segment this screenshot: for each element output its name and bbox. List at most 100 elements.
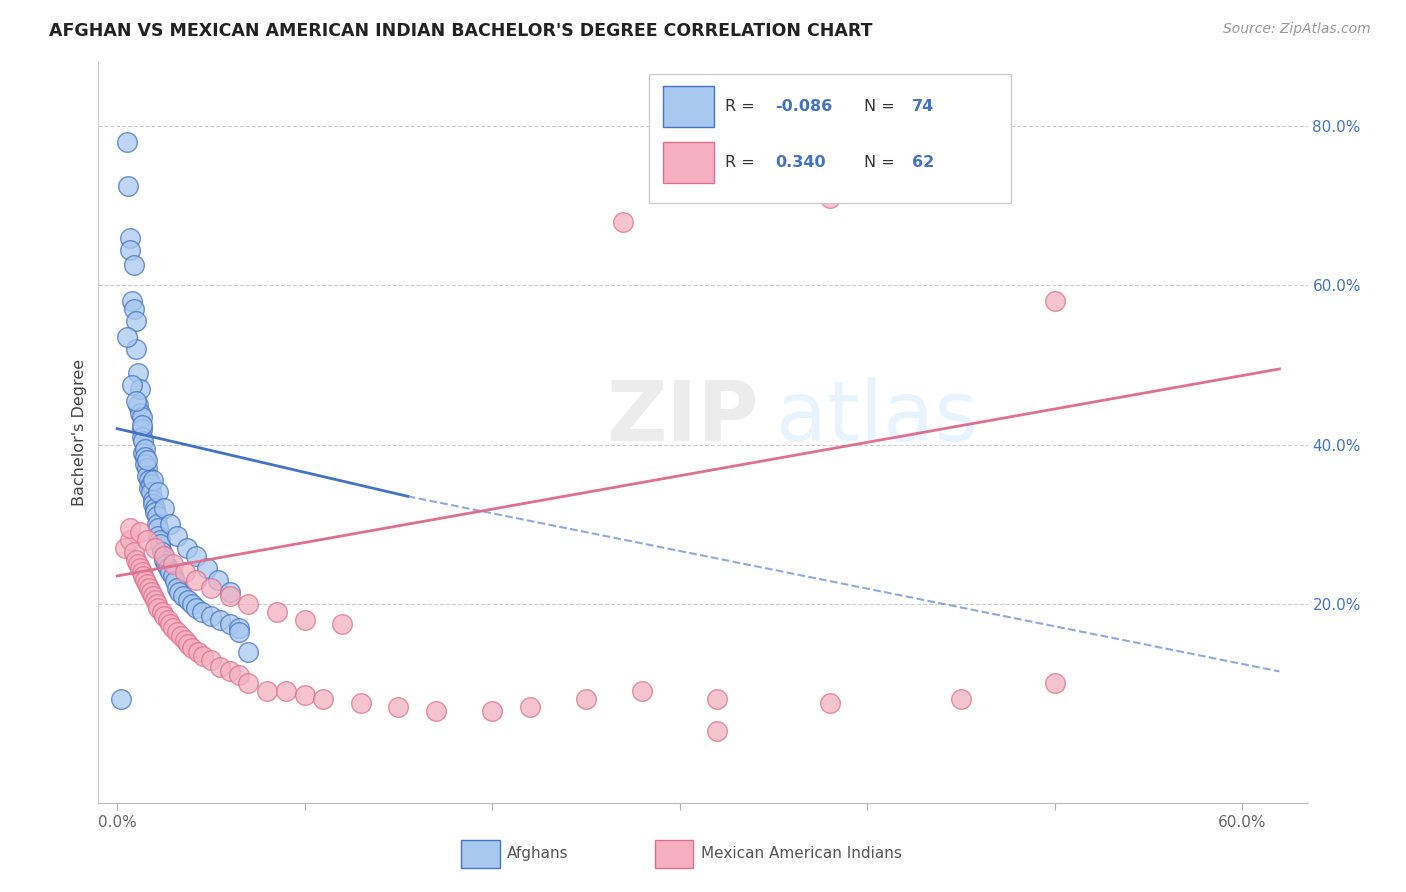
Point [139,477,162,491]
Point [195,561,218,575]
Point [142,589,165,603]
Point [149,537,172,551]
Point [138,474,160,488]
Point [136,469,159,483]
Point [142,497,165,511]
Point [706,724,728,739]
Point [143,501,166,516]
Point [162,557,184,571]
Point [184,573,207,587]
Point [256,684,278,698]
Point [145,597,167,611]
Point [153,553,176,567]
Point [148,529,170,543]
Point [1043,676,1066,690]
Point [218,665,240,679]
Point [330,616,353,631]
Point [228,621,250,635]
Point [138,481,160,495]
Point [131,565,153,579]
Point [134,450,156,464]
Point [266,605,288,619]
Point [128,525,150,540]
Point [228,668,250,682]
Point [193,648,215,663]
Point [173,565,195,579]
Point [200,652,222,666]
Point [166,624,188,639]
Point [125,553,148,567]
Point [818,696,841,710]
Point [148,485,170,500]
Point [159,616,181,631]
Point [138,581,160,595]
Point [139,485,162,500]
Point [115,330,138,344]
Y-axis label: Bachelor's Degree: Bachelor's Degree [72,359,87,506]
Point [190,605,212,619]
Point [1043,294,1066,309]
Point [949,692,972,706]
Point [387,700,409,714]
Text: Mexican American Indians: Mexican American Indians [700,847,901,862]
Point [121,377,143,392]
Point [177,637,200,651]
Point [181,597,204,611]
Point [132,445,155,459]
Text: N =: N = [863,155,900,169]
Point [125,342,148,356]
Point [132,434,155,448]
Point [142,493,165,508]
Point [218,584,240,599]
Point [125,393,148,408]
Point [136,533,159,547]
Point [150,605,173,619]
Point [238,644,260,658]
Point [181,640,204,655]
Point [150,545,173,559]
Point [131,429,153,443]
Point [156,561,179,575]
Text: 74: 74 [912,99,935,113]
Point [136,461,159,475]
Point [209,660,232,674]
Point [121,294,143,309]
Point [176,541,198,555]
Point [200,581,222,595]
Point [127,366,149,380]
Point [159,565,181,579]
Point [131,409,153,424]
Point [131,417,153,432]
Text: Source: ZipAtlas.com: Source: ZipAtlas.com [1223,22,1371,37]
Point [134,573,156,587]
Point [122,545,145,559]
Point [312,692,335,706]
Point [209,613,232,627]
Point [143,505,166,519]
Point [519,700,541,714]
Point [575,692,598,706]
Point [128,406,150,420]
Point [173,632,195,647]
Point [143,541,166,555]
Point [167,584,190,599]
Point [134,458,156,472]
Point [294,613,316,627]
Point [120,521,142,535]
Point [145,517,167,532]
Point [177,592,200,607]
Point [114,541,136,555]
Text: -0.086: -0.086 [776,99,832,113]
Text: atlas: atlas [776,377,977,458]
Point [145,509,167,524]
Point [274,684,297,698]
Point [153,608,176,623]
Point [122,259,145,273]
Point [425,704,447,718]
Point [706,692,728,706]
Point [128,561,150,575]
Point [134,442,156,456]
Point [155,557,177,571]
Text: Afghans: Afghans [508,847,569,862]
Point [153,549,176,563]
